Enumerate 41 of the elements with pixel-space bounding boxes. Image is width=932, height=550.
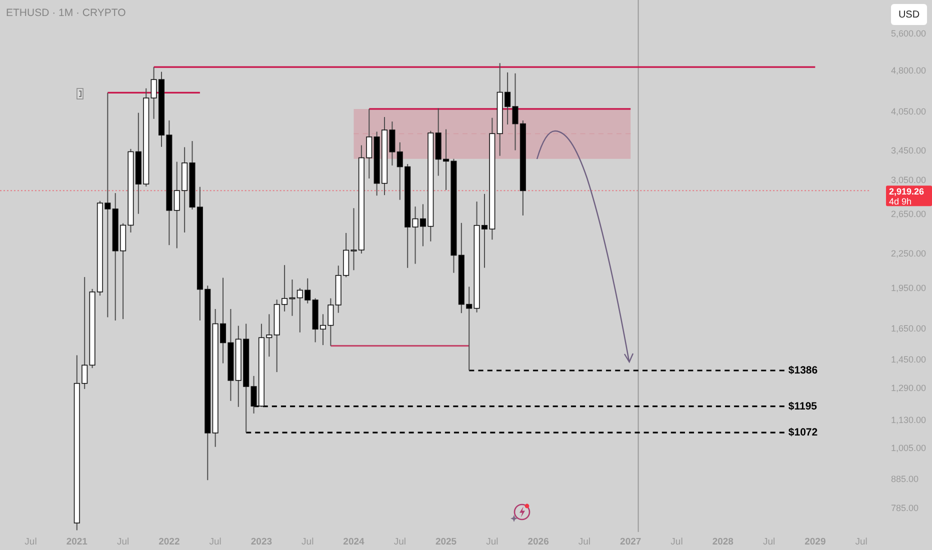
series-label: $1386 [788,364,818,376]
y-axis-title: USD [898,10,920,20]
x-tick-label: Jul [762,536,776,548]
y-tick-label: 1,005.00 [891,443,926,454]
y-tick-label: 3,450.00 [891,145,926,156]
text: 4d 9h [889,196,912,206]
x-tick-label: 2022 [158,536,180,548]
x-tick-label: 2025 [435,536,458,548]
x-tick-label: 2024 [343,536,366,548]
x-tick-label: Jul [302,536,314,548]
y-tick-label: 2,250.00 [891,248,926,259]
x-tick-label: Jul [209,536,222,548]
x-tick-label: 2026 [528,536,549,548]
series-label: $1072 [788,426,818,439]
y-tick-label: 1,130.00 [891,414,926,425]
x-tick-label: Jul [24,536,37,548]
y-tick-label: 4,800.00 [891,66,926,76]
text: ETHUSD · 1M · CRYPTO [6,7,126,19]
ref-line-label: 2,919.26 [889,186,924,196]
x-tick-label: 2023 [250,536,272,548]
x-tick-label: Jul [578,536,591,548]
y-tick-label: 4,050.00 [891,106,926,117]
x-tick-label: 2029 [804,536,826,548]
x-tick-label: Jul [394,536,406,548]
y-tick-label: 5,600.00 [891,28,926,38]
y-tick-label: 1,290.00 [891,382,926,393]
x-tick-label: 2027 [620,536,642,548]
y-tick-label: 1,450.00 [891,354,926,365]
y-tick-label: 785.00 [891,502,919,513]
y-tick-label: 885.00 [891,474,919,484]
x-tick-label: Jul [116,536,130,548]
x-tick-label: 2021 [66,536,88,548]
x-tick-label: Jul [670,536,683,548]
x-tick-label: Jul [855,536,868,548]
x-tick-label: 2028 [712,536,734,548]
series-label: $1195 [788,400,818,412]
y-tick-label: 3,050.00 [891,175,926,186]
y-tick-label: 1,950.00 [891,283,926,294]
y-tick-label: 2,650.00 [891,209,926,220]
y-tick-label: 1,650.00 [891,323,926,334]
x-tick-label: Jul [486,536,498,548]
